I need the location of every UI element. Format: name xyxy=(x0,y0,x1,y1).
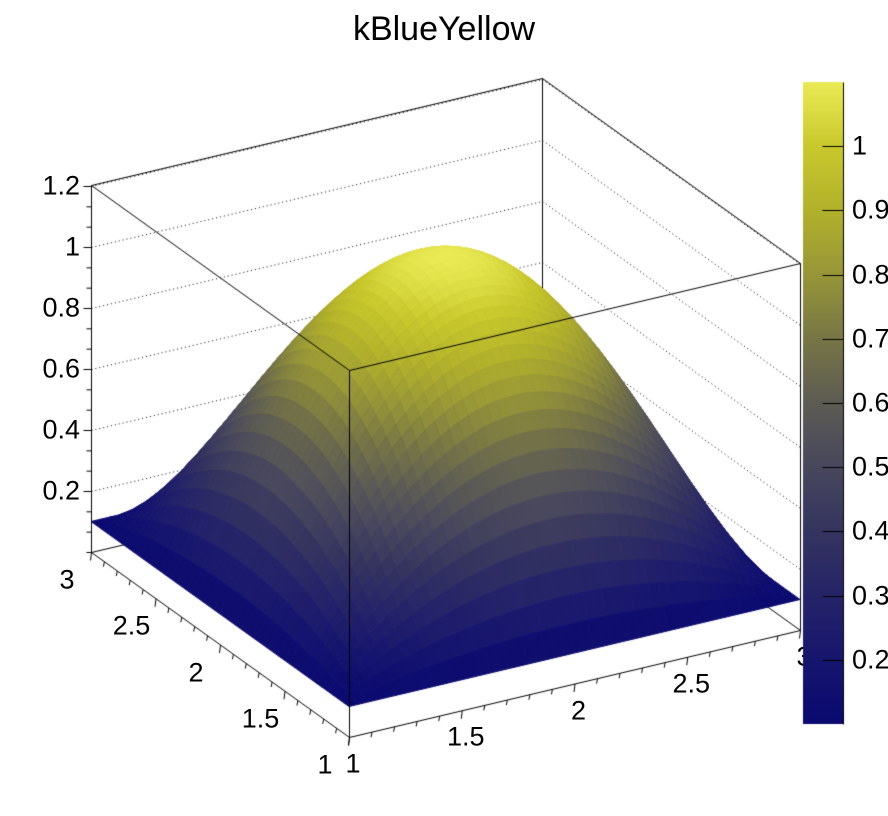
plot-title: kBlueYellow xyxy=(352,10,536,48)
